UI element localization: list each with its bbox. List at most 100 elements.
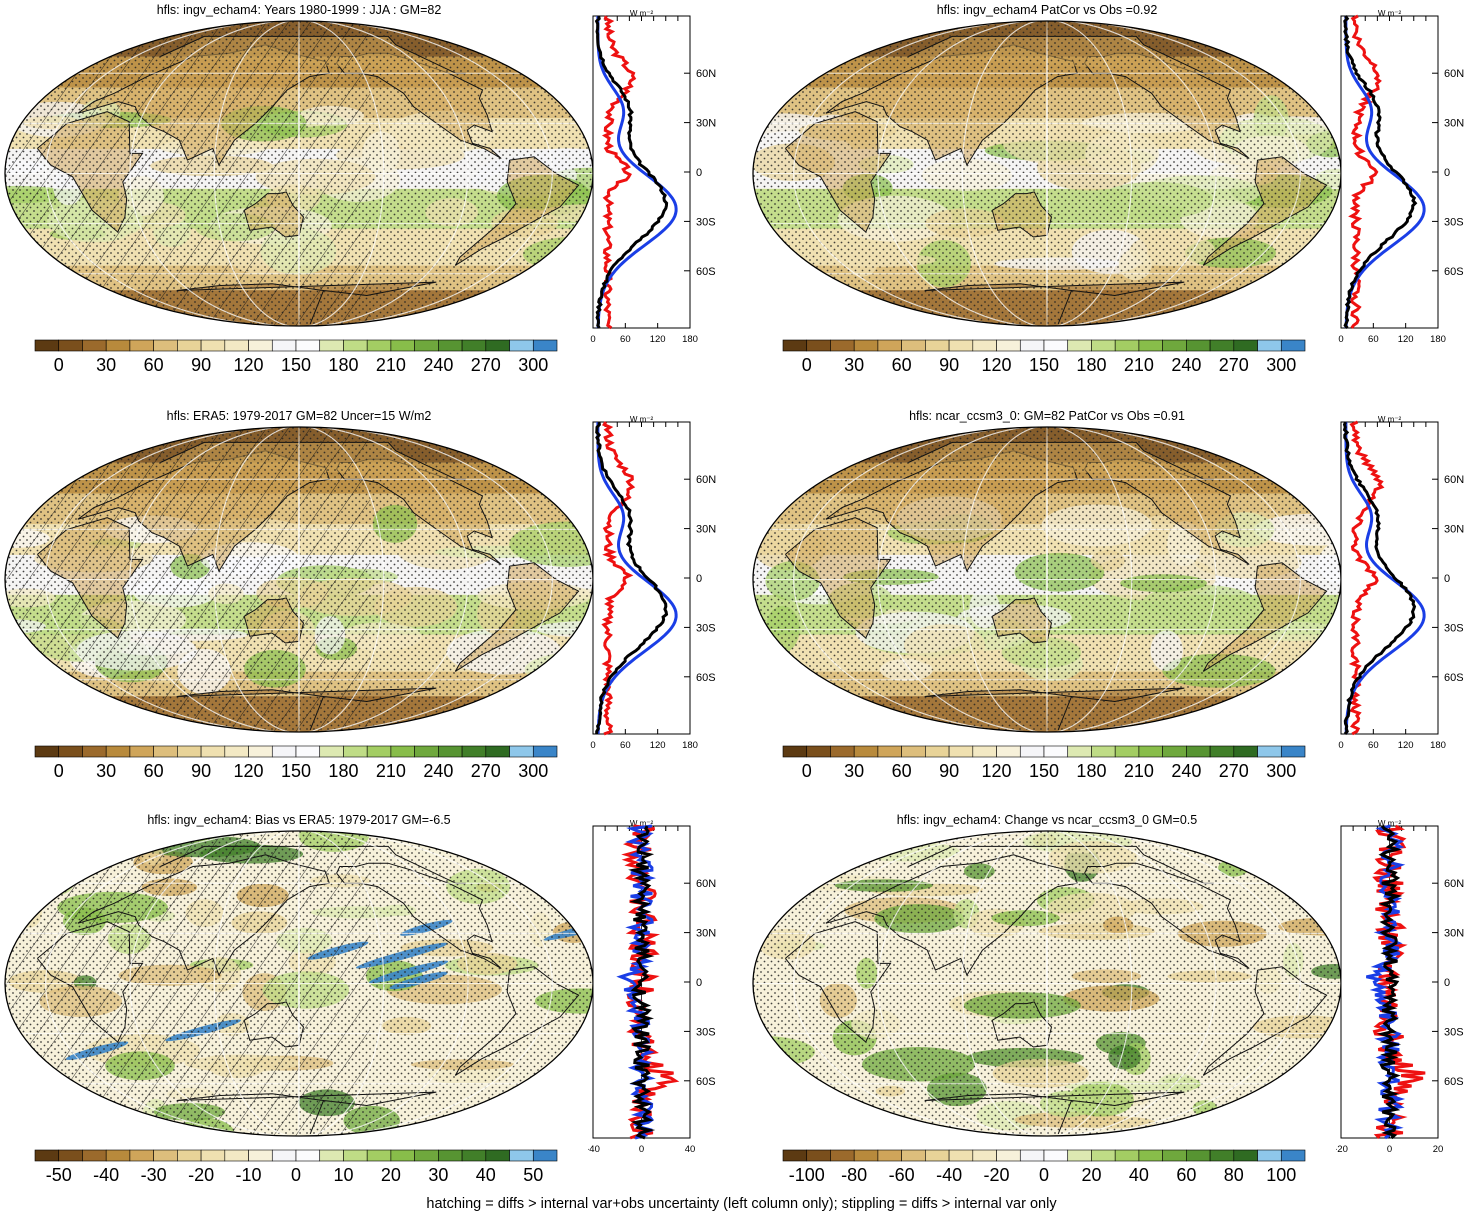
colorbar-box [1043,1149,1069,1162]
colorbar-tick-label: 90 [939,761,960,781]
colorbar-box [200,745,226,758]
colorbar-box [925,1149,950,1162]
colorbar-box [830,1149,855,1162]
zonal-x-tick-label: 0 [1387,1144,1392,1155]
zonal-x-tick-label: -40 [588,1144,600,1155]
zonal-mean-plot: W m⁻² 60N 30N 0 30S 60S 0 60 120 180 [1338,10,1464,345]
colorbar-labels: 0 30 60 90 120 150 180 210 240 270 300 [34,761,556,783]
colorbar-box [1043,745,1069,758]
zonal-x-tick-label: 60 [1368,740,1379,751]
colorbar-box [1138,339,1163,352]
colorbar-box [485,745,510,758]
map-field [5,21,593,326]
colorbar-tick-label: -20 [983,1165,1010,1185]
colorbar-box [129,745,154,758]
colorbar-tick-label: 60 [1176,1165,1197,1185]
colorbar-box [1019,1149,1045,1162]
colorbar-box [1186,1149,1211,1162]
colorbar-box [438,339,463,352]
colorbar-box [1233,745,1258,758]
colorbar-box [532,745,558,758]
model-curve [1343,15,1418,329]
zonal-x-tick-label: 0 [590,740,595,751]
lat-tick-label: 60N [696,68,716,80]
colorbar-tick-label: -30 [140,1165,167,1185]
lat-tick-label: 30S [1444,622,1464,634]
lat-tick-label: 60N [696,878,716,890]
colorbar-box [1067,745,1092,758]
colorbar-tick-label: 100 [1266,1165,1297,1185]
colorbar-box [271,339,297,352]
zonal-x-tick-label: 0 [1338,740,1343,751]
colorbar-tick-label: 60 [891,761,912,781]
colorbar-box [271,1149,297,1162]
colorbar-box [224,745,249,758]
colorbar-box [1114,339,1140,352]
colorbar-box [82,745,107,758]
colorbar-box [1138,1149,1163,1162]
model-curve [594,15,669,329]
colorbar-tick-label: 210 [1123,355,1154,375]
colorbar-tick-label: 90 [191,355,212,375]
colorbar-tick-label: 270 [1218,761,1249,781]
colorbar-box [200,339,226,352]
colorbar-box [1233,1149,1258,1162]
panel-title: hfls: ncar_ccsm3_0: GM=82 PatCor vs Obs … [909,409,1185,423]
colorbar-box [1067,339,1092,352]
colorbar-tick-label: 20 [380,1165,401,1185]
zonal-mean-plot: W m⁻² 60N 30N 0 30S 60S -40 0 40 [588,820,716,1155]
colorbar-box [853,1149,879,1162]
colorbar-box [34,339,60,352]
colorbar-box [105,339,131,352]
colorbar-box [1138,745,1163,758]
colorbar-box [1091,1149,1116,1162]
colorbar-box [414,339,439,352]
model-curve [595,421,669,734]
panel-title: hfls: ingv_echam4: Change vs ncar_ccsm3_… [896,813,1198,827]
colorbar-box [996,1149,1021,1162]
figure-footer: hatching = diffs > internal var+obs unce… [426,1196,1057,1212]
lat-tick-label: 60N [1444,68,1464,80]
panel-title: hfls: ingv_echam4 PatCor vs Obs =0.92 [936,3,1158,17]
colorbar-tick-label: 240 [1171,355,1202,375]
colorbar-box [1067,1149,1092,1162]
colorbar-tick-label: -60 [888,1165,915,1185]
colorbar-box [830,339,855,352]
colorbar-tick-label: 60 [143,355,164,375]
colorbar-box [129,1149,154,1162]
colorbar-box [1019,745,1045,758]
colorbar-box [782,1149,808,1162]
colorbar-box [177,745,202,758]
lat-tick-label: 60N [1444,474,1464,486]
colorbar-box [1162,339,1187,352]
units-label: W m⁻² [1378,820,1402,828]
colorbar-box [925,339,950,352]
colorbar-box [248,745,273,758]
colorbar-tick-label: 300 [518,761,549,781]
colorbar-box [485,339,510,352]
lat-tick-label: 30S [1444,1026,1464,1038]
colorbar-box [532,1149,558,1162]
colorbar-box [1186,745,1211,758]
colorbar-box [1162,745,1187,758]
colorbar-box [177,339,202,352]
lat-tick-label: 0 [1444,977,1450,989]
colorbar-box [1162,1149,1187,1162]
graticule [753,21,1341,326]
zonal-x-tick-label: 120 [650,740,666,751]
colorbar-box [58,1149,83,1162]
colorbar-tick-label: 30 [428,1165,449,1185]
colorbar-labels: 0 30 60 90 120 150 180 210 240 270 300 [34,355,556,377]
colorbar-box [177,1149,202,1162]
zonal-mean-plot: W m⁻² 60N 30N 0 30S 60S -20 0 20 [1336,820,1464,1155]
colorbar-box [877,1149,902,1162]
colorbar [782,1149,1306,1162]
colorbar-box [390,745,415,758]
colorbar-tick-label: -50 [45,1165,72,1185]
colorbar-tick-label: 240 [1171,761,1202,781]
colorbar-tick-label: 210 [375,355,406,375]
colorbar-box [972,339,997,352]
colorbar-box [1114,745,1140,758]
colorbar-box [1257,339,1282,352]
lat-tick-label: 0 [696,573,702,585]
